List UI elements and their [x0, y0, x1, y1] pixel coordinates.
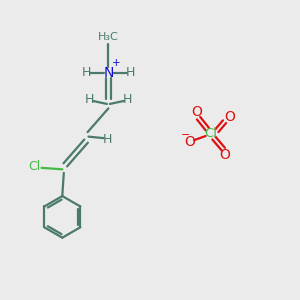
Text: H: H [81, 66, 91, 79]
Text: −: − [181, 130, 190, 140]
Text: H: H [126, 66, 135, 79]
Text: H: H [103, 133, 112, 146]
Text: O: O [219, 148, 230, 162]
Text: H₃C: H₃C [98, 32, 119, 42]
Text: N: N [103, 66, 114, 80]
Text: Cl: Cl [204, 127, 218, 140]
Text: H: H [84, 93, 94, 106]
Text: O: O [224, 110, 235, 124]
Text: Cl: Cl [28, 160, 40, 173]
Text: O: O [192, 105, 203, 119]
Text: H: H [123, 93, 132, 106]
Text: +: + [112, 58, 121, 68]
Text: O: O [184, 136, 195, 149]
